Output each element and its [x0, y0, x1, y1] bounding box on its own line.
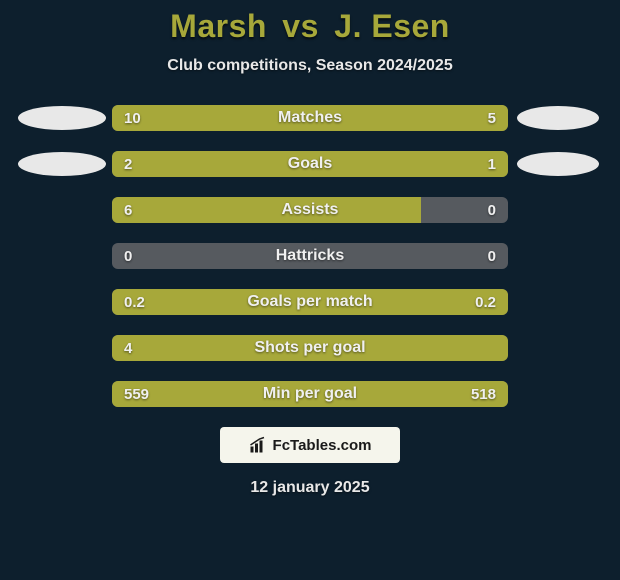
footer-date: 12 january 2025 [0, 479, 620, 497]
team-left-logo-slot [12, 105, 112, 131]
branding-text: FcTables.com [273, 437, 372, 454]
team-right-logo-slot [508, 197, 608, 223]
team-left-logo [18, 106, 106, 130]
stat-bar-track: 4Shots per goal [112, 335, 508, 361]
page-title: Marsh vs J. Esen [0, 0, 620, 45]
stat-label: Goals [112, 155, 508, 173]
stats-container: 105Matches 21Goals 60Assists 00Hattricks 0.2… [0, 105, 620, 407]
stat-label: Assists [112, 201, 508, 219]
team-right-logo [517, 152, 599, 176]
team-left-logo-slot [12, 381, 112, 407]
team-left-logo-slot [12, 335, 112, 361]
player2-name: J. Esen [334, 8, 450, 44]
stat-row: 559518Min per goal [12, 381, 608, 407]
stat-row: 00Hattricks [12, 243, 608, 269]
stat-row: 21Goals [12, 151, 608, 177]
stat-label: Goals per match [112, 293, 508, 311]
team-right-logo-slot [508, 105, 608, 131]
team-left-logo-slot [12, 289, 112, 315]
stat-row: 4Shots per goal [12, 335, 608, 361]
stat-label: Hattricks [112, 247, 508, 265]
team-right-logo-slot [508, 381, 608, 407]
stat-row: 60Assists [12, 197, 608, 223]
team-left-logo-slot [12, 151, 112, 177]
subtitle: Club competitions, Season 2024/2025 [0, 57, 620, 75]
team-left-logo-slot [12, 197, 112, 223]
team-right-logo-slot [508, 243, 608, 269]
team-right-logo [517, 106, 599, 130]
stat-bar-track: 00Hattricks [112, 243, 508, 269]
team-right-logo-slot [508, 335, 608, 361]
stat-bar-track: 105Matches [112, 105, 508, 131]
stat-bar-track: 559518Min per goal [112, 381, 508, 407]
stat-label: Matches [112, 109, 508, 127]
comparison-infographic: Marsh vs J. Esen Club competitions, Seas… [0, 0, 620, 580]
team-left-logo-slot [12, 243, 112, 269]
stat-bar-track: 60Assists [112, 197, 508, 223]
stat-row: 0.20.2Goals per match [12, 289, 608, 315]
stat-bar-track: 21Goals [112, 151, 508, 177]
team-left-logo [18, 152, 106, 176]
stat-bar-track: 0.20.2Goals per match [112, 289, 508, 315]
stat-label: Min per goal [112, 385, 508, 403]
team-right-logo-slot [508, 151, 608, 177]
stat-row: 105Matches [12, 105, 608, 131]
stat-label: Shots per goal [112, 339, 508, 357]
branding-badge: FcTables.com [220, 427, 400, 463]
chart-icon [249, 436, 267, 454]
team-right-logo-slot [508, 289, 608, 315]
vs-label: vs [282, 8, 319, 44]
player1-name: Marsh [170, 8, 267, 44]
